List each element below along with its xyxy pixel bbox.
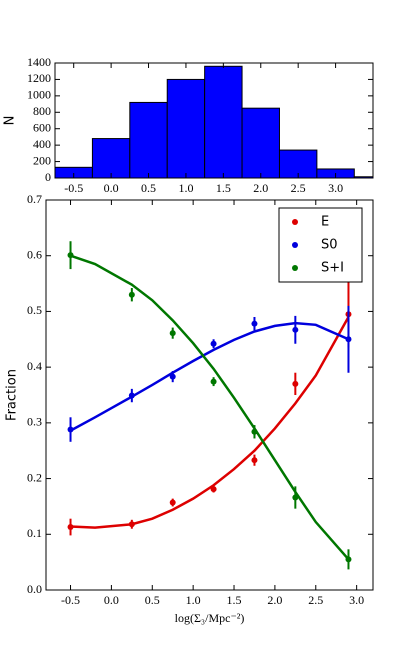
- x-tick-label: 1.5: [227, 593, 242, 607]
- x-tick-label: 2.5: [308, 593, 323, 607]
- bar: [166, 78, 206, 178]
- point: [67, 426, 74, 433]
- y-tick-label: 0.6: [27, 247, 42, 261]
- point: [292, 380, 299, 387]
- point: [345, 336, 352, 343]
- y-tick-label: 0.2: [27, 470, 42, 484]
- x-tick-label: 2.0: [267, 593, 282, 607]
- x-tick-label: 2.5: [291, 181, 306, 195]
- x-tick-label: -0.5: [61, 593, 80, 607]
- bar: [241, 107, 280, 178]
- point: [210, 340, 217, 347]
- point: [292, 494, 299, 501]
- y-tick-label: 0.5: [27, 303, 42, 317]
- fit-line: [69, 321, 349, 432]
- y-axis-label: N: [3, 116, 18, 126]
- point: [128, 521, 135, 528]
- y-tick-label: 0.1: [27, 526, 42, 540]
- y-tick-label: 1000: [27, 88, 51, 102]
- x-tick-label: 2.0: [253, 181, 268, 195]
- bar: [91, 138, 131, 178]
- legend-marker: [292, 242, 298, 248]
- plot-frame: [45, 199, 374, 591]
- plot-frame: [54, 62, 374, 179]
- point: [251, 457, 258, 464]
- y-tick-label: 1400: [27, 55, 51, 69]
- x-tick-label: 0.0: [104, 593, 119, 607]
- x-tick-label: 0.0: [104, 181, 119, 195]
- y-tick-label: 0.7: [27, 192, 42, 206]
- point: [210, 378, 217, 385]
- y-tick-label: 0.4: [27, 359, 42, 373]
- legend-label: S+I: [321, 261, 344, 276]
- y-tick-label: 0.0: [27, 582, 42, 596]
- y-tick-label: 0: [45, 170, 51, 184]
- bar: [129, 101, 168, 178]
- legend-label: S0: [321, 238, 338, 253]
- point: [128, 392, 135, 399]
- x-tick-label: 3.0: [328, 181, 343, 195]
- point: [128, 291, 135, 298]
- point: [169, 330, 176, 337]
- x-tick-label: 1.5: [216, 181, 231, 195]
- point: [169, 499, 176, 506]
- point: [345, 556, 352, 563]
- bar: [353, 176, 373, 178]
- y-tick-label: 0.3: [27, 415, 42, 429]
- bar: [204, 65, 243, 178]
- y-axis-label: Fraction: [5, 369, 20, 421]
- legend-label: E: [321, 215, 329, 230]
- y-tick-label: 800: [33, 104, 51, 118]
- fit-line: [70, 316, 350, 529]
- x-tick-label: 1.0: [178, 181, 193, 195]
- x-axis-label: log(Σ₃/Mpc⁻²): [175, 611, 245, 625]
- legend-marker: [292, 219, 298, 225]
- x-tick-label: 3.0: [349, 593, 364, 607]
- y-tick-label: 1200: [27, 71, 51, 85]
- point: [210, 486, 217, 493]
- y-tick-label: 600: [33, 120, 51, 134]
- legend-marker: [292, 265, 298, 271]
- x-tick-label: 0.5: [141, 181, 156, 195]
- x-tick-label: 0.5: [145, 593, 160, 607]
- point: [251, 320, 258, 327]
- point: [67, 524, 74, 531]
- y-tick-label: 200: [33, 153, 51, 167]
- point: [292, 326, 299, 333]
- point: [169, 373, 176, 380]
- x-tick-label: -0.5: [64, 181, 83, 195]
- point: [251, 428, 258, 435]
- y-tick-label: 400: [33, 137, 51, 151]
- x-tick-label: 1.0: [186, 593, 201, 607]
- point: [67, 252, 74, 259]
